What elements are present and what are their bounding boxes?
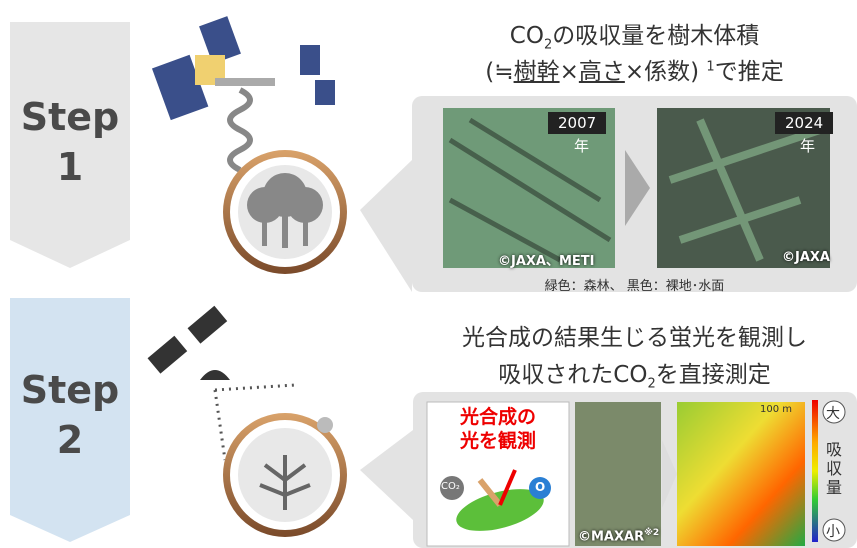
text: 光を観測 [459, 430, 536, 452]
step-label: Step [20, 368, 120, 412]
step2-banner [10, 298, 130, 542]
legend-label: 吸収量 [826, 440, 843, 497]
footnote: ※2 [644, 528, 660, 538]
o-icon: O [535, 480, 546, 494]
heading: (≒樹幹×高さ×係数) 1で推定 [412, 52, 857, 86]
text: を直接測定 [655, 362, 771, 388]
text: 吸収されたCO [498, 362, 648, 388]
subscript: 2 [543, 37, 553, 53]
heading: CO2の吸収量を樹木体積 [412, 16, 857, 53]
absorption-map [677, 402, 805, 546]
year-unit: 年 [574, 137, 590, 155]
year-unit: 年 [800, 137, 816, 155]
co2-icon: CO₂ [441, 481, 460, 492]
step1-banner [10, 22, 130, 268]
satellite1 [151, 16, 335, 173]
trees-icon [247, 173, 323, 248]
text: 光合成の [459, 406, 536, 428]
satellite2 [147, 305, 296, 461]
text: の吸収量を樹木体積 [552, 23, 760, 49]
step-number: 1 [56, 145, 84, 189]
legend-low: 小 [826, 524, 840, 540]
observation-box [426, 401, 570, 547]
satellite-image [575, 402, 661, 546]
credit: ©JAXA、METI [498, 254, 595, 269]
subscript: 2 [647, 376, 656, 392]
legend-high: 大 [826, 406, 840, 422]
legend-bar [812, 400, 818, 542]
text: で推定 [714, 59, 784, 85]
heading: 光合成の結果生じる蛍光を観測し [462, 325, 807, 351]
step-label: Step [20, 95, 120, 139]
text: 高さ [578, 59, 625, 85]
text: ©MAXAR [578, 529, 645, 545]
credit: ©JAXA [782, 250, 830, 265]
caption: 緑色：森林、 黒色：裸地･水面 [544, 279, 725, 294]
text: ×係数) [624, 59, 700, 85]
text: × [559, 59, 579, 85]
year: 2024 [775, 112, 834, 134]
year: 2007 [548, 112, 607, 134]
scale: 100 m [760, 404, 793, 415]
box-title: 光合成の 光を観測 [427, 405, 569, 453]
text: (≒ [485, 59, 514, 85]
step-number: 2 [56, 418, 84, 462]
text: 樹幹 [513, 59, 560, 85]
heading: 吸収されたCO2を直接測定 [412, 355, 857, 392]
footnote: 1 [706, 59, 715, 75]
credit: ©MAXAR※2 [578, 528, 659, 544]
text: CO [509, 23, 544, 49]
